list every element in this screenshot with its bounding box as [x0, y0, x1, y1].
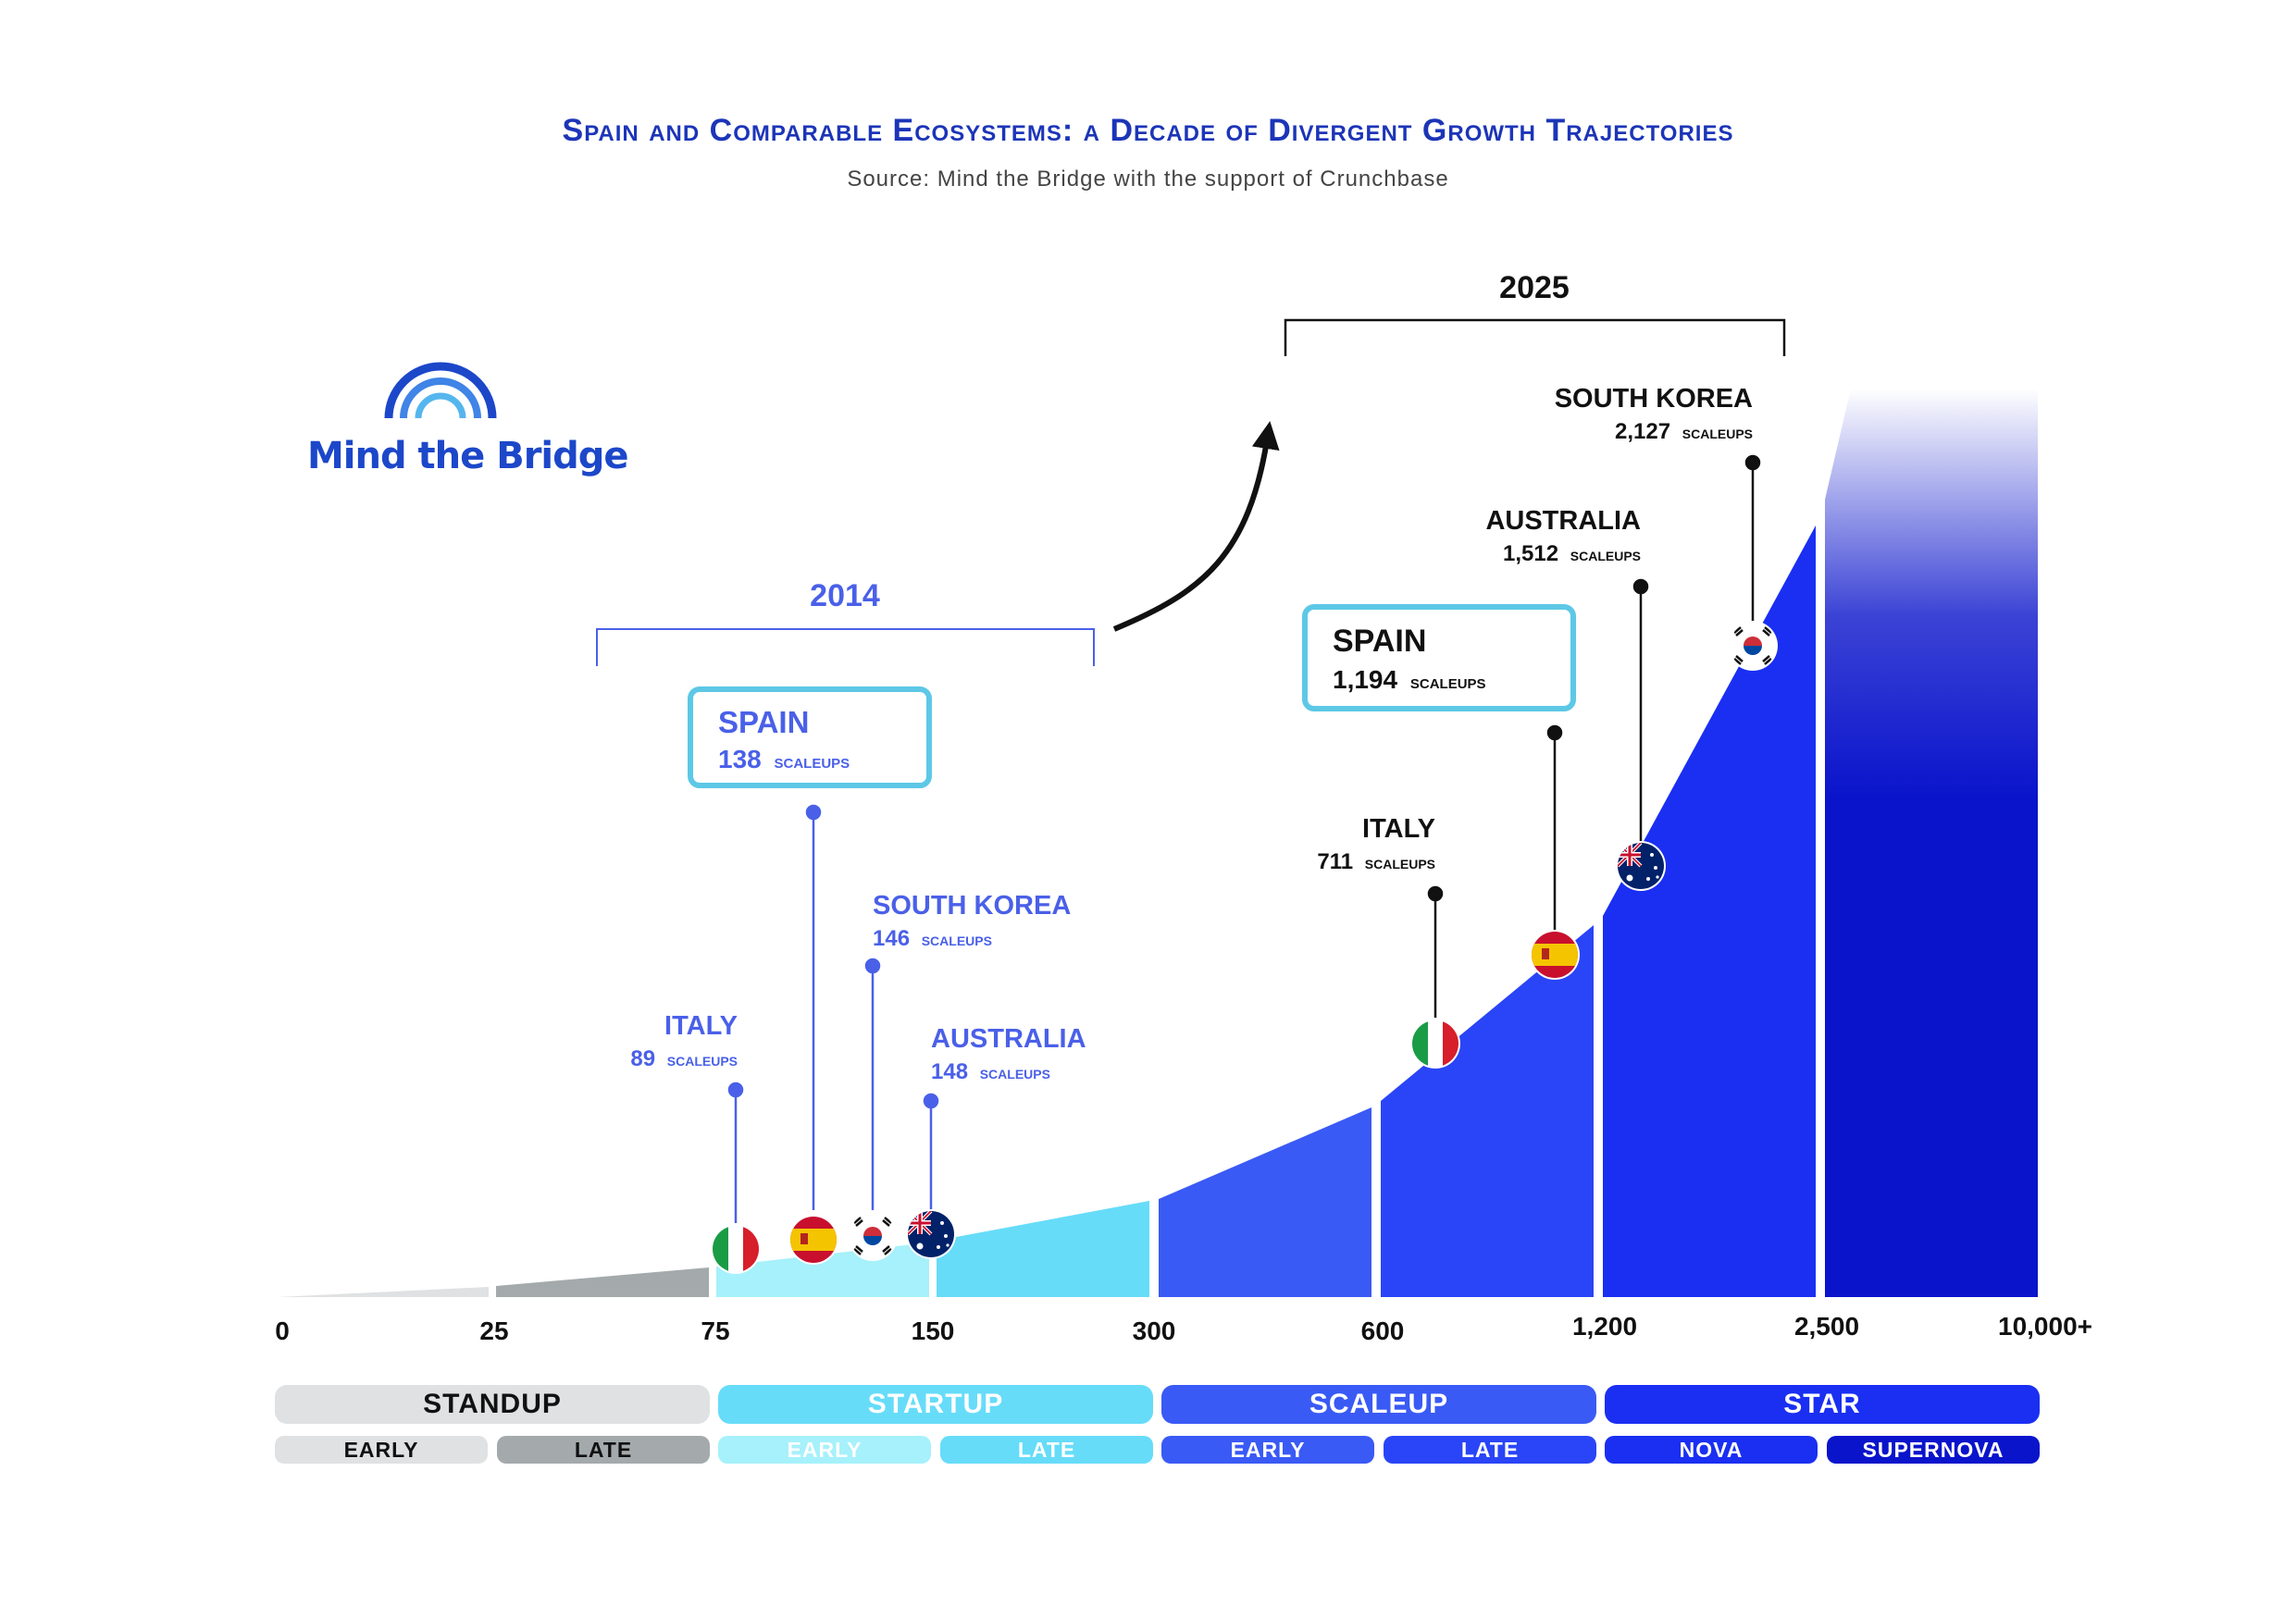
area-scaleup-early: [1159, 1107, 1371, 1297]
sub-bar-scaleup-late: LATE: [1384, 1436, 1596, 1464]
sub-bar-startup-late: LATE: [940, 1436, 1153, 1464]
sub-bar-star-nova: NOVA: [1605, 1436, 1818, 1464]
italy-2025-dot: [1427, 885, 1444, 902]
area-standup-early: [278, 1287, 489, 1297]
spain-2025-count: 1,194: [1333, 665, 1397, 694]
australia-2014-dot: [923, 1093, 939, 1109]
year-label-2014: 2014: [810, 578, 880, 613]
korea-2014-unit: scaleups: [922, 930, 992, 950]
stage-bar-scaleup: SCALEUP: [1161, 1385, 1596, 1424]
south-korea-flag-icon: [848, 1211, 898, 1261]
area-star-nova: [1603, 525, 1816, 1297]
spain-2014-box: [688, 686, 932, 788]
italy-2014-count: 89: [630, 1046, 655, 1071]
svg-text:1,512 scaleups: 1,512 scaleups: [1503, 541, 1641, 566]
svg-text:1,194 scaleups: 1,194 scaleups: [1333, 665, 1486, 694]
spain-2025-box: [1302, 604, 1576, 711]
italy-2014-unit: scaleups: [667, 1050, 738, 1070]
australia-2014-unit: scaleups: [980, 1063, 1050, 1083]
sub-bar-scaleup-early: EARLY: [1161, 1436, 1374, 1464]
australia-2025-unit: scaleups: [1570, 545, 1641, 565]
korea-2014-dot: [864, 958, 881, 974]
stage-bar-startup: STARTUP: [718, 1385, 1153, 1424]
mind-the-bridge-logo-icon: [384, 362, 497, 419]
korea-2025-dot: [1744, 454, 1761, 471]
spain-flag-icon: [1530, 930, 1580, 980]
sub-bar-startup-early: EARLY: [718, 1436, 931, 1464]
logo-text: Mind the Bridge: [307, 435, 629, 477]
korea-2025-count: 2,127: [1615, 419, 1670, 444]
area-startup-late: [937, 1201, 1149, 1297]
spain-flag-icon: [788, 1215, 838, 1265]
bracket-2025: [1284, 318, 1786, 356]
growth-arrow: [1112, 421, 1280, 632]
svg-text:711 scaleups: 711 scaleups: [1317, 849, 1435, 874]
area-standup-late: [496, 1267, 709, 1297]
spain-2014-dot: [805, 804, 822, 821]
italy-2025-name: ITALY: [1362, 814, 1435, 844]
svg-text:2,127 scaleups: 2,127 scaleups: [1615, 419, 1753, 444]
south-korea-flag-icon: [1728, 621, 1778, 671]
x-tick-label: 1,200: [1572, 1312, 1637, 1341]
italy-2014-dot: [727, 1082, 744, 1098]
spain-2014-count: 138: [718, 745, 762, 773]
australia-2014-count: 148: [931, 1059, 968, 1084]
australia-2014-name: AUSTRALIA: [931, 1024, 1086, 1054]
italy-2025-unit: scaleups: [1365, 853, 1435, 873]
x-tick-label: 75: [701, 1317, 729, 1345]
area-star-supernova: [1825, 389, 2038, 1297]
korea-2014-count: 146: [873, 926, 910, 951]
italy-flag-icon: [711, 1224, 761, 1274]
sub-bar-star-supernova: SUPERNOVA: [1827, 1436, 2040, 1464]
bracket-2014: [596, 628, 1095, 666]
australia-2025-name: AUSTRALIA: [1485, 506, 1641, 536]
svg-text:148 scaleups: 148 scaleups: [931, 1059, 1050, 1084]
x-tick-label: 25: [479, 1317, 508, 1345]
spain-2025-name: SPAIN: [1333, 624, 1426, 659]
sub-bar-standup-early: EARLY: [275, 1436, 488, 1464]
spain-2025-unit: scaleups: [1410, 670, 1486, 693]
x-tick-label: 150: [912, 1317, 955, 1345]
stage-bar-standup: STANDUP: [275, 1385, 710, 1424]
area-scaleup-late: [1381, 925, 1594, 1297]
x-tick-label: 2,500: [1794, 1312, 1859, 1341]
x-tick-label: 0: [275, 1317, 290, 1345]
australia-2025-dot: [1632, 578, 1649, 595]
sub-bar-standup-late: LATE: [497, 1436, 710, 1464]
x-tick-label: 10,000+: [1998, 1312, 2092, 1341]
italy-2025-count: 711: [1317, 849, 1353, 874]
page-subtitle: Source: Mind the Bridge with the support…: [847, 167, 1449, 192]
korea-2014-name: SOUTH KOREA: [873, 891, 1071, 921]
year-label-2025: 2025: [1499, 270, 1570, 305]
page-title: Spain and Comparable Ecosystems: a Decad…: [562, 113, 1734, 148]
spain-2014-unit: scaleups: [775, 749, 850, 773]
stage-bar-star: STAR: [1605, 1385, 2040, 1424]
korea-2025-unit: scaleups: [1682, 423, 1753, 443]
svg-text:146 scaleups: 146 scaleups: [873, 926, 992, 951]
x-tick-label: 300: [1133, 1317, 1176, 1345]
spain-2025-dot: [1546, 724, 1563, 741]
australia-flag-icon: [1616, 841, 1666, 891]
korea-2025-name: SOUTH KOREA: [1555, 384, 1753, 414]
spain-2014-name: SPAIN: [718, 705, 809, 739]
australia-2025-count: 1,512: [1503, 541, 1558, 566]
italy-flag-icon: [1410, 1019, 1460, 1069]
x-tick-label: 600: [1361, 1317, 1405, 1345]
australia-flag-icon: [906, 1209, 956, 1259]
svg-text:89 scaleups: 89 scaleups: [630, 1046, 738, 1071]
svg-text:138 scaleups: 138 scaleups: [718, 745, 850, 773]
italy-2014-name: ITALY: [664, 1011, 738, 1041]
